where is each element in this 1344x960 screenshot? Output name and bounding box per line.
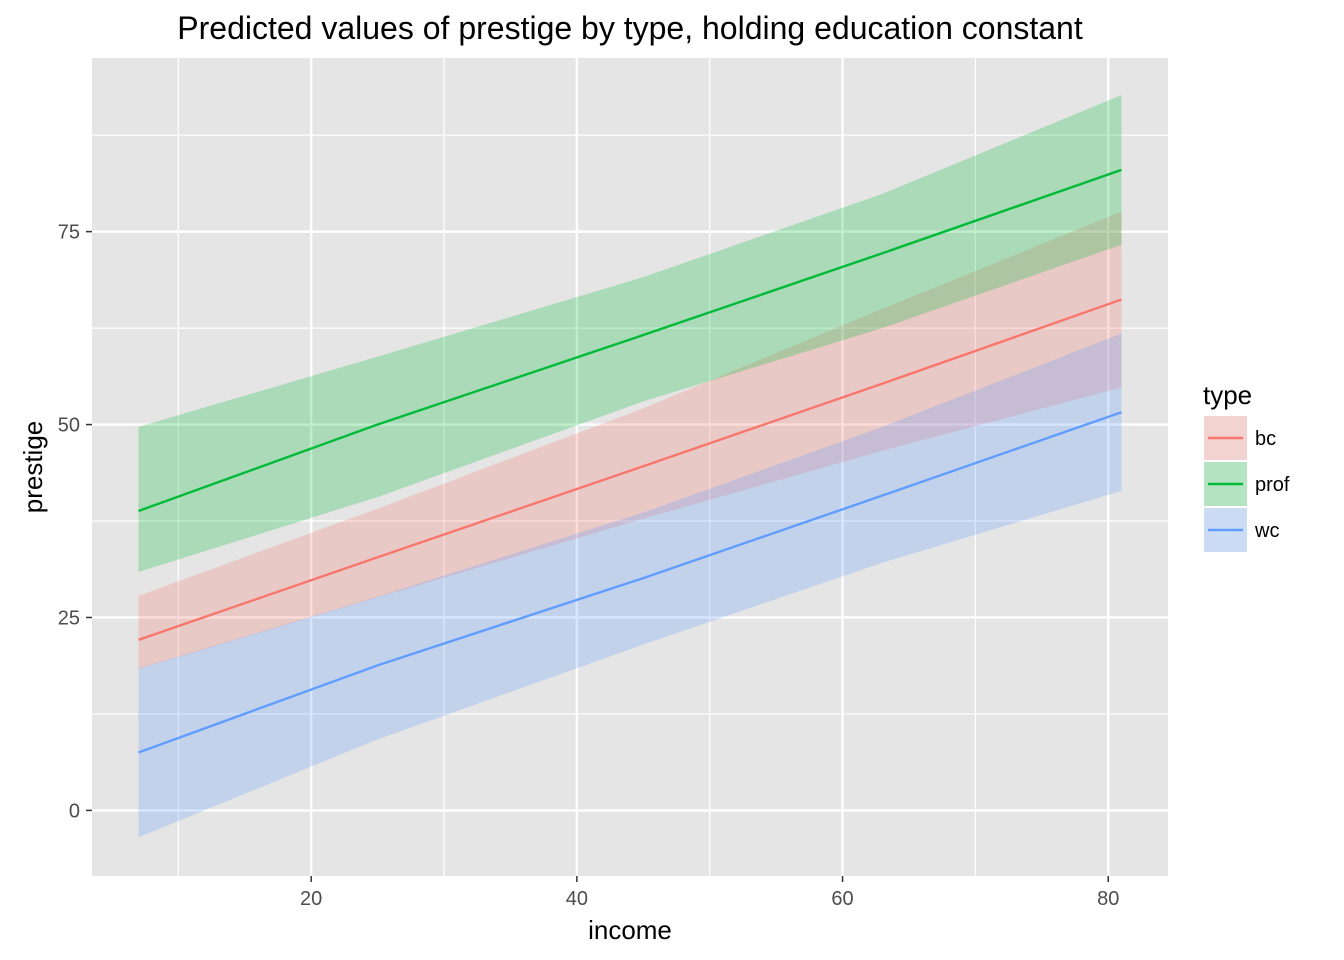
x-tick-label: 40 — [566, 888, 588, 910]
y-tick-label: 75 — [58, 222, 80, 244]
legend: type bc prof wc — [1203, 380, 1290, 552]
legend-label-bc: bc — [1255, 428, 1276, 450]
plot-panel — [92, 58, 1168, 876]
legend-title: type — [1203, 380, 1252, 410]
y-tick-label: 50 — [58, 415, 80, 437]
y-tick-label: 25 — [58, 607, 80, 629]
x-tick-label: 80 — [1097, 888, 1119, 910]
x-axis-title: income — [588, 915, 672, 945]
series-lines — [138, 168, 1122, 754]
grid — [92, 58, 1168, 876]
x-tick-label: 60 — [831, 888, 853, 910]
line-prof — [138, 168, 1122, 513]
band-prof — [138, 95, 1122, 572]
chart-title: Predicted values of prestige by type, ho… — [177, 10, 1083, 46]
legend-label-prof: prof — [1255, 474, 1290, 496]
x-tick-label: 20 — [300, 888, 322, 910]
y-axis-title: prestige — [18, 421, 48, 514]
line-wc — [138, 411, 1122, 754]
y-tick-label: 0 — [69, 800, 80, 822]
line-bc — [138, 298, 1122, 641]
band-wc — [138, 333, 1122, 838]
legend-label-wc: wc — [1254, 520, 1279, 542]
axis-ticks: 20 40 60 80 0 25 50 75 — [58, 222, 1120, 910]
